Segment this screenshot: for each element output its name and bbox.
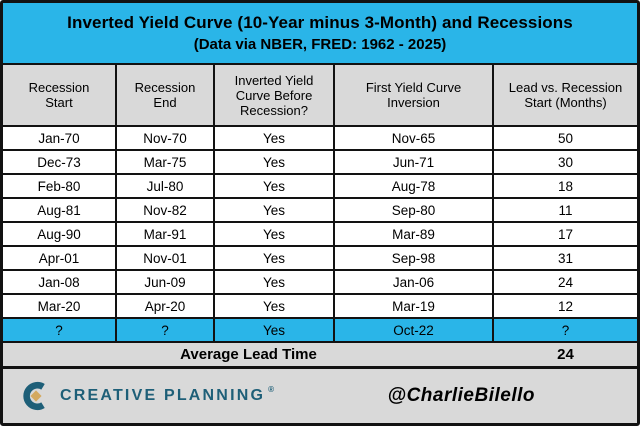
table-cell: 11 — [558, 202, 573, 218]
table-header-row: Recession Start Recession End Inverted Yie… — [3, 65, 637, 127]
table-cell: Aug-90 — [3, 223, 117, 245]
table-cell: Nov-65 — [335, 127, 494, 149]
table-cell: Jul-80 — [117, 175, 215, 197]
title-block: Inverted Yield Curve (10-Year minus 3-Mo… — [3, 3, 637, 65]
table-cell: 17 — [557, 226, 574, 242]
average-value: 24 — [557, 346, 574, 363]
table-cell: Jun-09 — [117, 271, 215, 293]
table-cell: 50 — [557, 130, 574, 146]
table-cell: Sep-80 — [335, 199, 494, 221]
chart-subtitle: (Data via NBER, FRED: 1962 - 2025) — [193, 36, 447, 53]
table-header-cell: Inverted Yield Curve Before Recession? — [215, 65, 335, 125]
table-cell: 30 — [557, 154, 574, 170]
table-cell: Yes — [215, 271, 335, 293]
average-row: Average Lead Time 24 — [3, 343, 637, 369]
table-cell: ? — [117, 319, 215, 341]
table-cell: Yes — [215, 295, 335, 317]
table-cell: Mar-91 — [117, 223, 215, 245]
table-row: Jan-08 Jun-09 Yes Jan-06 24 — [3, 271, 637, 295]
table-cell: Jan-06 — [335, 271, 494, 293]
table-cell: Oct-22 — [335, 319, 494, 341]
creative-planning-c-mark-icon — [23, 381, 45, 411]
table-row: Aug-90 Mar-91 Yes Mar-89 17 — [3, 223, 637, 247]
table-cell: Apr-20 — [117, 295, 215, 317]
table-cell: Feb-80 — [3, 175, 117, 197]
table-row: Aug-81 Nov-82 Yes Sep-80 11 — [3, 199, 637, 223]
table-cell: Nov-70 — [117, 127, 215, 149]
registered-mark: ® — [268, 385, 275, 394]
table-cell: Yes — [215, 151, 335, 173]
table-row-highlighted: ?? Yes Oct-22? — [3, 319, 637, 343]
table-cell: 31 — [557, 250, 574, 266]
table-body: Jan-70 Nov-70 Yes Nov-65 50 Dec-73 Mar-75 Yes Ju… — [3, 127, 637, 343]
table-cell: ? — [561, 322, 570, 338]
table-cell: Nov-01 — [117, 247, 215, 269]
average-label: Average Lead Time — [180, 346, 317, 363]
table-header-cell: Recession Start — [3, 65, 117, 125]
table-cell: Yes — [215, 127, 335, 149]
table-cell: Jan-08 — [3, 271, 117, 293]
table-header-cell: Recession End — [117, 65, 215, 125]
creative-planning-logo: CREATIVE PLANNING ® — [21, 381, 274, 411]
table-header-cell: First Yield Curve Inversion — [335, 65, 494, 125]
table-cell: Yes — [215, 319, 335, 341]
table-cell: Yes — [215, 223, 335, 245]
table-cell: Yes — [215, 199, 335, 221]
table-cell: Jan-70 — [3, 127, 117, 149]
table-row: Apr-01 Nov-01 Yes Sep-98 31 — [3, 247, 637, 271]
table-row: Dec-73 Mar-75 Yes Jun-71 30 — [3, 151, 637, 175]
table-cell: Jun-71 — [335, 151, 494, 173]
table-cell: Aug-81 — [3, 199, 117, 221]
table-cell: Dec-73 — [3, 151, 117, 173]
chart-title: Inverted Yield Curve (10-Year minus 3-Mo… — [67, 13, 573, 32]
table-cell: 18 — [557, 178, 574, 194]
table-cell: Yes — [215, 247, 335, 269]
footer: CREATIVE PLANNING ® @CharlieBilello — [3, 369, 637, 423]
author-handle: @CharlieBilello — [387, 385, 535, 406]
table-cell: Mar-75 — [117, 151, 215, 173]
table-cell: Mar-19 — [335, 295, 494, 317]
table-cell: Apr-01 — [3, 247, 117, 269]
table-cell: Mar-20 — [3, 295, 117, 317]
table-row: Feb-80 Jul-80 Yes Aug-78 18 — [3, 175, 637, 199]
table-cell: Sep-98 — [335, 247, 494, 269]
table-cell: 12 — [557, 298, 574, 314]
table-cell: Nov-82 — [117, 199, 215, 221]
table-row: Mar-20 Apr-20 Yes Mar-19 12 — [3, 295, 637, 319]
table-cell: ? — [3, 319, 117, 341]
table-header-cell: Lead vs. Recession Start (Months) — [508, 80, 623, 110]
table-cell: Mar-89 — [335, 223, 494, 245]
table-cell: 24 — [557, 274, 574, 290]
table-cell: Yes — [215, 175, 335, 197]
table-cell: Aug-78 — [335, 175, 494, 197]
table-row: Jan-70 Nov-70 Yes Nov-65 50 — [3, 127, 637, 151]
brand-name: CREATIVE PLANNING — [60, 387, 266, 404]
